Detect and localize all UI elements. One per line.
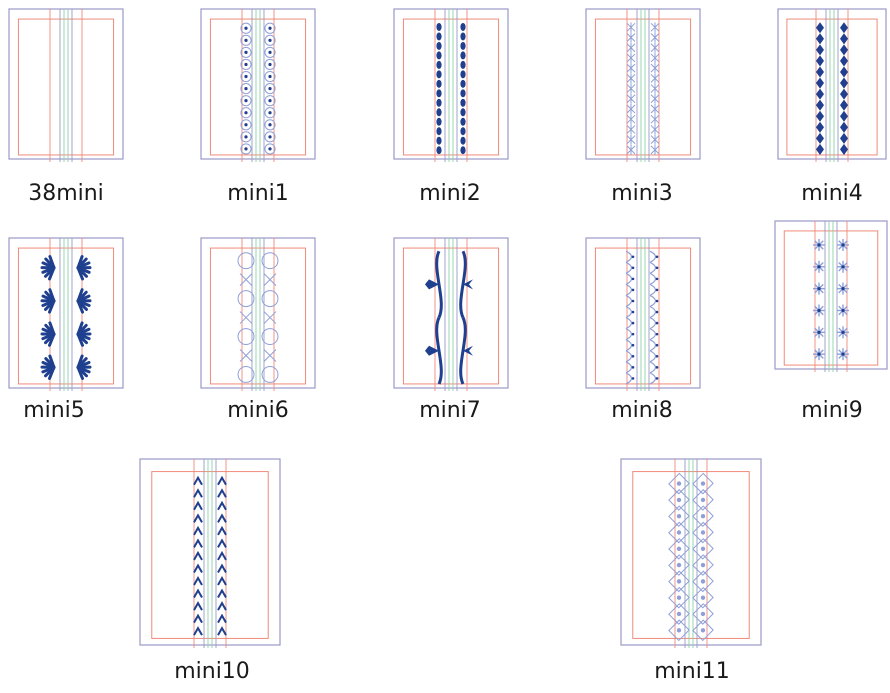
thumbnail-mini1	[200, 8, 316, 162]
thumbnail-art	[393, 237, 509, 391]
thumbnail-art	[777, 8, 887, 162]
thumbnail-art	[585, 8, 701, 162]
tile-label: mini2	[419, 181, 481, 206]
tile-mini9[interactable]	[774, 220, 888, 376]
tile-label: mini10	[174, 659, 250, 684]
thumbnail-art	[585, 237, 701, 391]
motif-pattern	[240, 22, 276, 155]
thumbnail-mini11	[620, 458, 762, 648]
thumbnail-mini4	[777, 8, 887, 162]
tile-mini2[interactable]	[393, 8, 509, 166]
thumbnail-art	[774, 220, 888, 372]
motif-pattern	[425, 250, 473, 385]
thumbnail-mini10	[139, 458, 281, 648]
tile-mini4[interactable]	[777, 8, 887, 166]
tile-mini8[interactable]	[585, 237, 701, 395]
tile-mini5[interactable]	[8, 237, 124, 395]
thumbnail-38mini	[8, 8, 124, 162]
tile-38mini[interactable]	[8, 8, 124, 166]
thumbnail-art	[139, 458, 281, 648]
thumbnail-mini8	[585, 237, 701, 391]
motif-pattern	[625, 250, 659, 385]
motif-pattern	[237, 252, 279, 383]
thumbnail-art	[200, 237, 316, 391]
tile-mini11[interactable]	[620, 458, 762, 652]
tile-label: mini7	[419, 398, 481, 423]
tile-mini10[interactable]	[139, 458, 281, 652]
motif-pattern	[193, 475, 227, 636]
tile-mini3[interactable]	[585, 8, 701, 166]
thumbnail-mini3	[585, 8, 701, 162]
tile-label: mini9	[801, 398, 863, 423]
tile-label: mini5	[23, 398, 85, 423]
thumbnail-art	[8, 237, 124, 391]
thumbnail-art	[393, 8, 509, 162]
motif-pattern	[816, 22, 848, 155]
tile-label: 38mini	[28, 181, 104, 206]
thumbnail-mini5	[8, 237, 124, 391]
tile-label: mini1	[227, 181, 289, 206]
thumbnail-mini9	[774, 220, 888, 372]
tile-mini1[interactable]	[200, 8, 316, 166]
tile-label: mini3	[611, 181, 673, 206]
tile-label: mini4	[801, 181, 863, 206]
thumbnail-art	[200, 8, 316, 162]
thumbnail-mini7	[393, 237, 509, 391]
thumbnail-art	[620, 458, 762, 648]
thumbnail-mini2	[393, 8, 509, 162]
tile-label: mini11	[654, 659, 730, 684]
tile-mini7[interactable]	[393, 237, 509, 395]
motif-pattern	[40, 255, 92, 380]
motif-pattern	[626, 22, 660, 155]
tile-label: mini6	[227, 398, 289, 423]
motif-pattern	[813, 238, 849, 361]
motif-pattern	[436, 22, 466, 155]
motif-pattern	[668, 472, 714, 642]
thumbnail-mini6	[200, 237, 316, 391]
tile-mini6[interactable]	[200, 237, 316, 395]
thumbnail-art	[8, 8, 124, 162]
tile-label: mini8	[611, 398, 673, 423]
